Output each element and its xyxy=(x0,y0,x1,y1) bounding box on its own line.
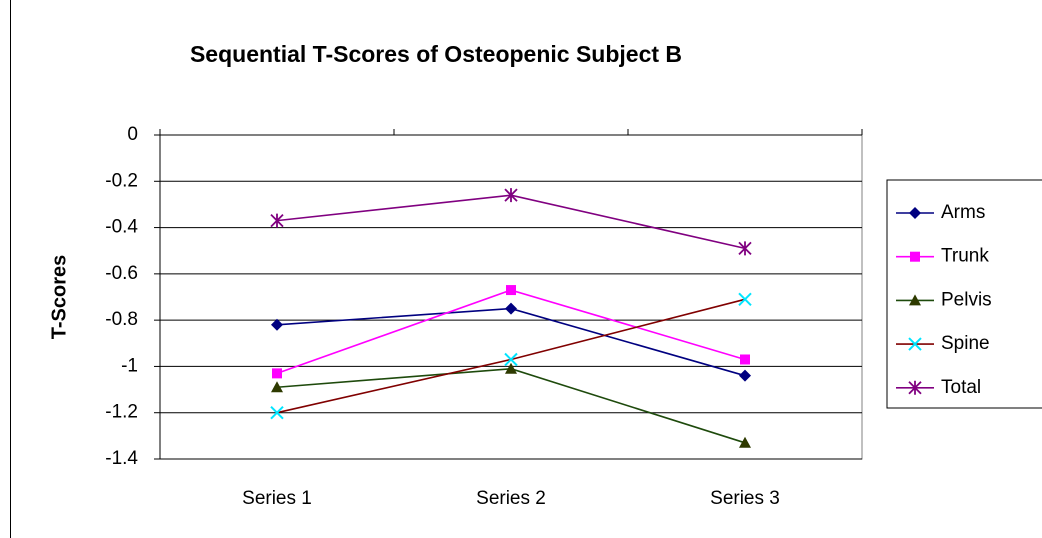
y-axis-label: T-Scores xyxy=(48,255,70,339)
marker xyxy=(271,381,283,393)
marker xyxy=(909,207,921,219)
marker xyxy=(739,369,751,382)
y-tick-label: -0.4 xyxy=(105,217,138,238)
legend-label: Total xyxy=(941,377,981,398)
chart-title: Sequential T-Scores of Osteopenic Subjec… xyxy=(190,41,682,67)
x-tick-label: Series 1 xyxy=(242,488,312,509)
marker xyxy=(504,352,518,367)
y-tick-label: -0.2 xyxy=(105,170,138,191)
plot-area xyxy=(159,134,863,460)
legend-label: Arms xyxy=(941,202,985,223)
marker xyxy=(272,368,282,379)
marker xyxy=(910,251,920,262)
marker xyxy=(738,241,752,256)
y-tick-label: -1.4 xyxy=(105,448,138,469)
y-tick-label: -1.2 xyxy=(105,402,138,423)
marker xyxy=(738,292,752,307)
y-tick-label: 0 xyxy=(127,124,138,145)
marker xyxy=(740,354,750,365)
marker xyxy=(504,188,518,203)
marker xyxy=(271,318,283,331)
legend-label: Spine xyxy=(941,333,990,354)
chart-border xyxy=(10,0,11,538)
y-tick-label: -1 xyxy=(121,355,138,376)
marker xyxy=(505,362,517,374)
x-tick-label: Series 2 xyxy=(476,488,546,509)
legend-label: Trunk xyxy=(941,246,989,267)
marker xyxy=(908,380,922,395)
legend xyxy=(886,179,1042,409)
x-tick-label: Series 3 xyxy=(710,488,780,509)
marker xyxy=(505,302,517,315)
marker xyxy=(270,406,284,420)
marker xyxy=(270,213,284,228)
marker xyxy=(739,436,751,448)
y-tick-label: -0.8 xyxy=(105,309,138,330)
y-tick-label: -0.6 xyxy=(105,263,138,284)
marker xyxy=(506,285,516,296)
marker xyxy=(909,294,921,306)
legend-label: Pelvis xyxy=(941,289,992,310)
marker xyxy=(908,337,922,351)
